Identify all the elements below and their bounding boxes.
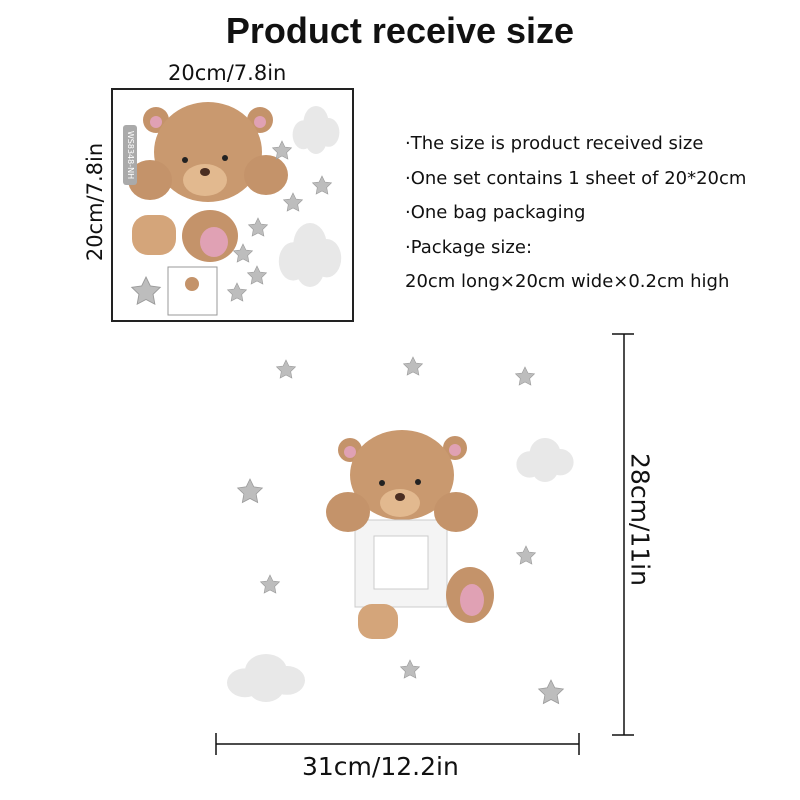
cloud-small — [516, 438, 574, 482]
sheet-bear-head — [128, 102, 288, 202]
info-line: ·One bag packaging — [405, 202, 586, 223]
product-info-list: ·The size is product received size ·One … — [405, 127, 746, 300]
info-line: ·One set contains 1 sheet of 20*20cm — [405, 167, 747, 189]
sheet-width-label: 20cm/7.8in — [168, 61, 287, 85]
installed-bear — [326, 430, 494, 639]
page-title: Product receive size — [225, 10, 575, 51]
sheet-preview-thumbnail — [167, 266, 218, 316]
info-line: 20cm long×20cm wide×0.2cm high — [405, 271, 730, 292]
product-code-label: WS8348-NH — [123, 125, 137, 185]
info-line: ·Package size: — [405, 236, 533, 258]
info-line: ·The size is product received size — [405, 133, 704, 154]
sticker-sheet — [111, 88, 354, 322]
cloud-large — [227, 654, 305, 702]
installed-width-label: 31cm/12.2in — [302, 752, 459, 781]
sheet-bear-leg — [132, 215, 176, 255]
dimension-lines — [215, 333, 634, 755]
installed-height-label: 28cm/11in — [625, 453, 655, 586]
